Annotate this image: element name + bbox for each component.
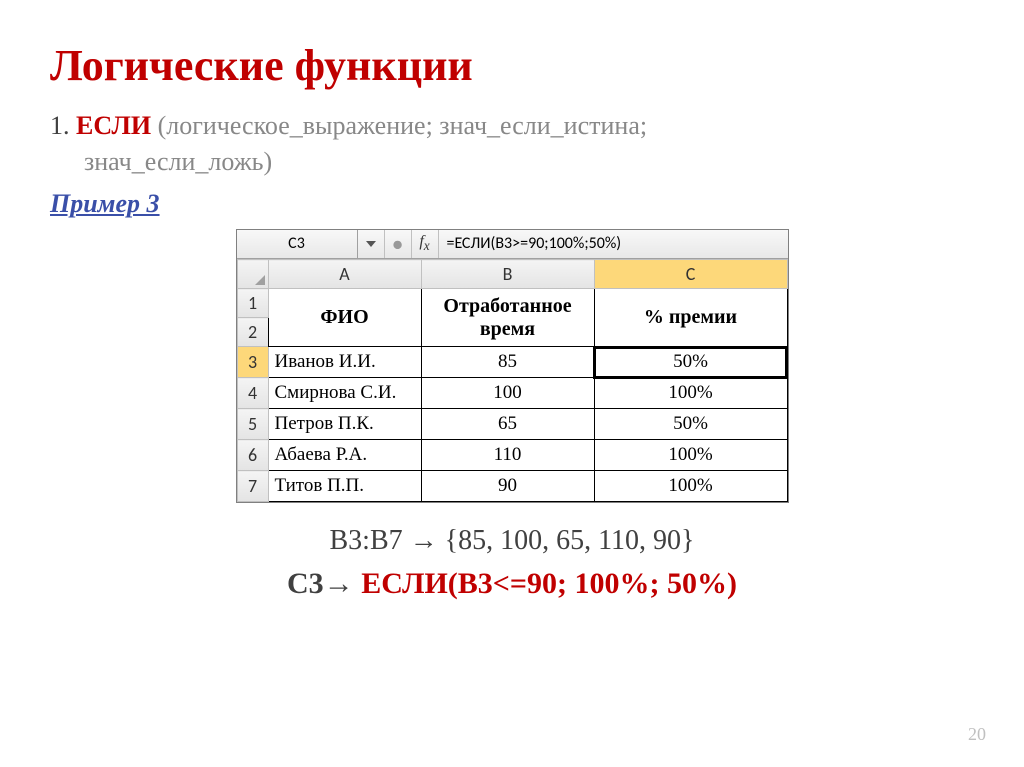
name-box[interactable]: C3 <box>237 230 358 258</box>
arrow-icon: → <box>324 567 354 600</box>
table-cell[interactable]: 65 <box>421 409 594 440</box>
row-header[interactable]: 5 <box>237 409 268 440</box>
foot2-formula: ЕСЛИ(B3<=90; 100%; 50%) <box>354 567 737 600</box>
page-number: 20 <box>968 724 986 745</box>
footer-line-1: B3:B7 → {85, 100, 65, 110, 90} <box>50 525 974 557</box>
footer-line-2: C3→ ЕСЛИ(B3<=90; 100%; 50%) <box>50 567 974 601</box>
row-header[interactable]: 6 <box>237 440 268 471</box>
table-cell[interactable]: 100% <box>594 471 787 502</box>
name-dropdown-icon[interactable] <box>358 230 385 258</box>
col-header-C[interactable]: C <box>594 260 787 289</box>
header-cell[interactable]: Отработанное время <box>421 289 594 347</box>
header-cell[interactable]: % премии <box>594 289 787 347</box>
spreadsheet-grid: A B C 1 ФИО Отработанное время % премии … <box>237 259 788 502</box>
row-header[interactable]: 1 <box>237 289 268 318</box>
table-cell[interactable]: 100% <box>594 378 787 409</box>
description-line-1: 1. ЕСЛИ (логическое_выражение; знач_если… <box>50 111 974 141</box>
table-cell[interactable]: Абаева Р.А. <box>268 440 421 471</box>
desc-number: 1. <box>50 111 70 140</box>
row-header[interactable]: 4 <box>237 378 268 409</box>
row-header[interactable]: 3 <box>237 347 268 378</box>
row-header[interactable]: 2 <box>237 318 268 347</box>
description-line-2: знач_если_ложь) <box>50 147 974 177</box>
arrow-icon: → <box>410 525 438 556</box>
table-cell[interactable]: Титов П.П. <box>268 471 421 502</box>
formula-bar: C3 ● fx =ЕСЛИ(B3>=90;100%;50%) <box>237 230 788 259</box>
fx-icon[interactable]: fx <box>412 230 439 258</box>
excel-screenshot: C3 ● fx =ЕСЛИ(B3>=90;100%;50%) A B C 1 Ф… <box>236 229 789 503</box>
table-cell[interactable]: 90 <box>421 471 594 502</box>
table-cell[interactable]: 50% <box>594 409 787 440</box>
cancel-icon[interactable]: ● <box>385 230 412 258</box>
table-cell-selected[interactable]: 50% <box>594 347 787 378</box>
header-cell[interactable]: ФИО <box>268 289 421 347</box>
table-cell[interactable]: Смирнова С.И. <box>268 378 421 409</box>
col-header-B[interactable]: B <box>421 260 594 289</box>
page-title: Логические функции <box>50 40 974 91</box>
select-all-corner[interactable] <box>237 260 268 289</box>
formula-input[interactable]: =ЕСЛИ(B3>=90;100%;50%) <box>439 230 788 258</box>
row-header[interactable]: 7 <box>237 471 268 502</box>
desc-rest1: (логическое_выражение; знач_если_истина; <box>151 111 647 140</box>
desc-keyword: ЕСЛИ <box>76 111 151 140</box>
table-cell[interactable]: 85 <box>421 347 594 378</box>
foot2-cell: C3 <box>287 567 324 600</box>
table-cell[interactable]: 100% <box>594 440 787 471</box>
footer-notes: B3:B7 → {85, 100, 65, 110, 90} C3→ ЕСЛИ(… <box>50 525 974 601</box>
foot1-range: B3:B7 <box>330 525 410 556</box>
col-header-A[interactable]: A <box>268 260 421 289</box>
table-cell[interactable]: 110 <box>421 440 594 471</box>
table-cell[interactable]: Иванов И.И. <box>268 347 421 378</box>
table-cell[interactable]: 100 <box>421 378 594 409</box>
example-label: Пример 3 <box>50 189 974 219</box>
foot1-values: {85, 100, 65, 110, 90} <box>438 525 695 556</box>
table-cell[interactable]: Петров П.К. <box>268 409 421 440</box>
